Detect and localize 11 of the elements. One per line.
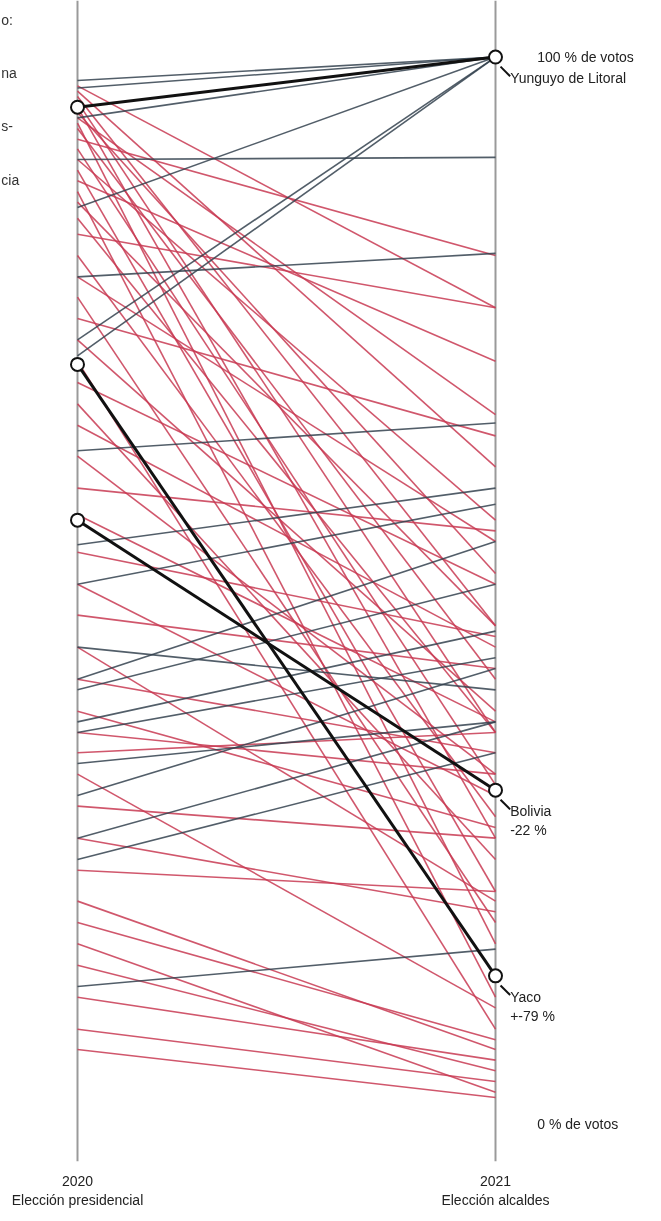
annotation: na bbox=[1, 65, 18, 82]
annotation: s- bbox=[1, 118, 14, 135]
annotation: Bolivia -22 % bbox=[510, 802, 552, 839]
x-tick-label: 2021 Elección alcaldes bbox=[441, 1172, 550, 1208]
annotation: cia bbox=[1, 171, 20, 188]
y-tick-label: 0 % de votos bbox=[537, 1116, 619, 1133]
y-tick-label: 100 % de votos bbox=[537, 49, 634, 66]
annotation: o: bbox=[1, 11, 14, 28]
x-tick-label: 2020 Elección presidencial bbox=[11, 1172, 144, 1208]
annotation: Yaco +-79 % bbox=[510, 988, 555, 1024]
annotation: Yunguyo de Litoral bbox=[510, 69, 627, 86]
